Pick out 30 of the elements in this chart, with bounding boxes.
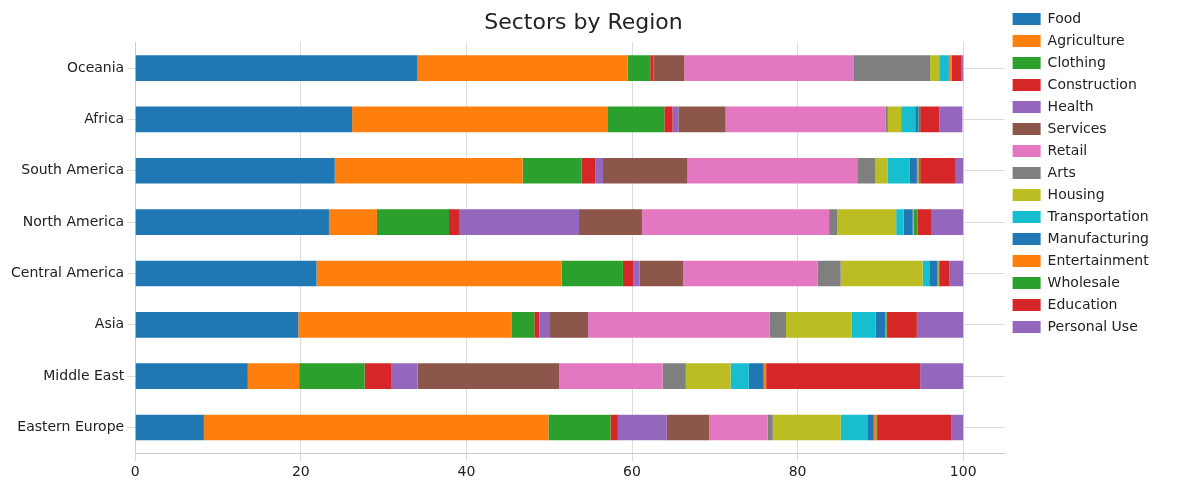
x-tick-label: 80 — [788, 463, 807, 480]
y-tick-label: Oceania — [66, 58, 125, 75]
legend-label: Manufacturing — [1047, 229, 1150, 246]
x-tick-label: 60 — [623, 463, 641, 480]
legend-label: Personal Use — [1047, 317, 1138, 334]
y-tick-label: Africa — [84, 110, 125, 127]
legend-label: Food — [1047, 9, 1082, 26]
legend-label: Agriculture — [1047, 31, 1125, 48]
y-tick-label: Asia — [94, 315, 125, 332]
legend-label: Construction — [1047, 75, 1137, 92]
chart-title: Sectors by Region — [484, 8, 683, 34]
y-tick-label: Central America — [10, 264, 125, 281]
x-tick-label: 40 — [457, 463, 476, 480]
y-tick-label: South America — [21, 161, 125, 178]
legend-label: Clothing — [1047, 53, 1106, 70]
legend-label: Arts — [1047, 163, 1076, 180]
x-tick-label: 100 — [949, 463, 977, 480]
x-tick-label: 20 — [291, 463, 310, 480]
legend-label: Health — [1047, 97, 1094, 114]
y-tick-label: Eastern Europe — [17, 418, 125, 435]
legend-label: Services — [1047, 119, 1107, 136]
y-tick-label: North America — [22, 212, 125, 229]
y-tick-label: Middle East — [43, 366, 125, 383]
legend-label: Education — [1047, 295, 1118, 312]
legend-label: Wholesale — [1047, 273, 1120, 290]
x-tick-label: 0 — [130, 463, 140, 480]
legend-label: Transportation — [1046, 207, 1149, 224]
legend-label: Retail — [1047, 141, 1088, 158]
legend-label: Housing — [1047, 185, 1105, 202]
legend-label: Entertainment — [1047, 251, 1150, 268]
